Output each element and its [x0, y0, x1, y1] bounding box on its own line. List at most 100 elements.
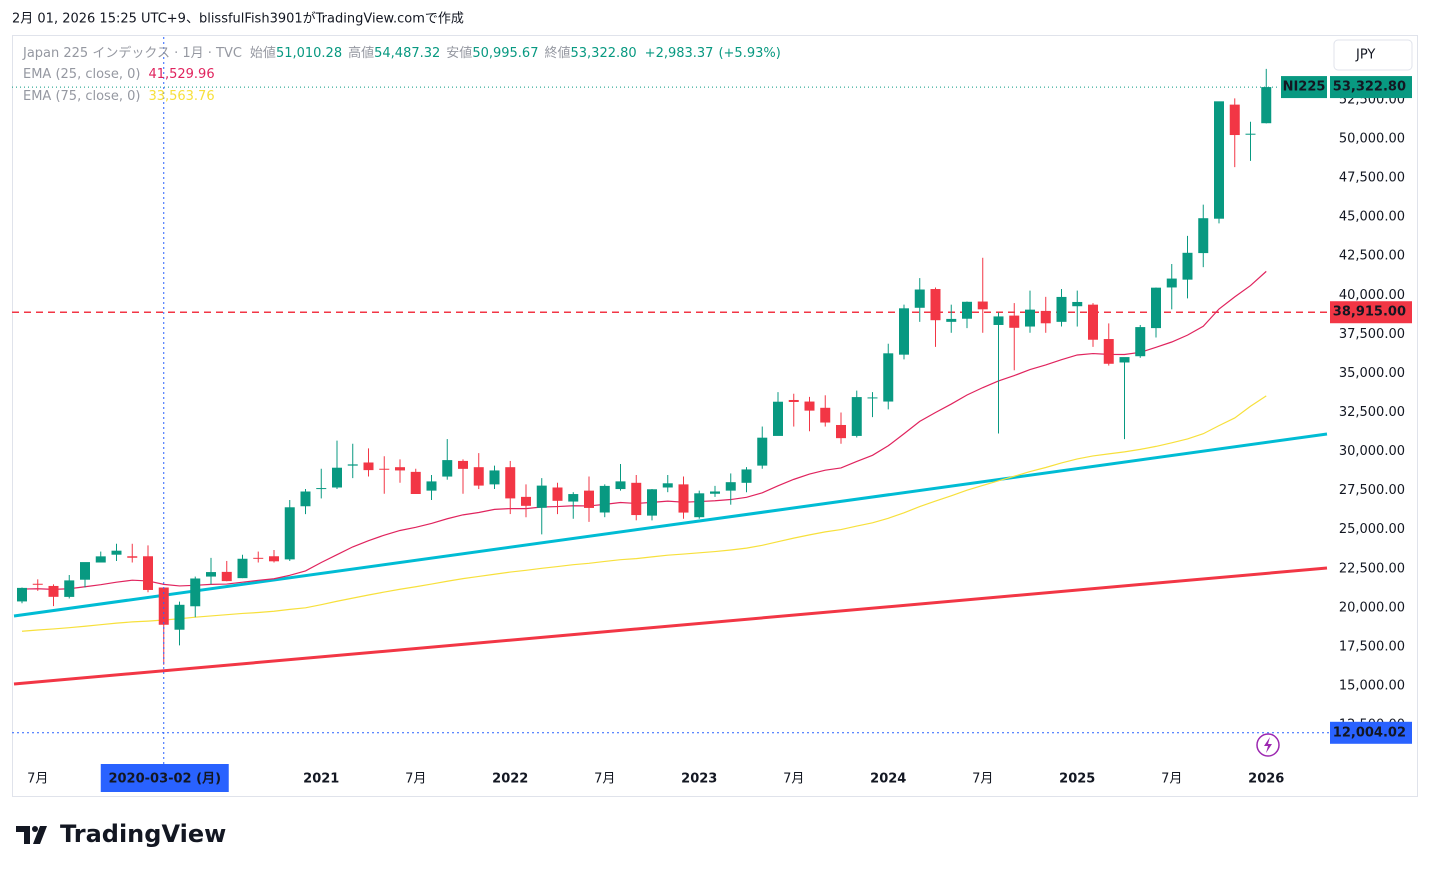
x-tick-label: 2026: [1248, 772, 1284, 787]
y-tick-label: 22,500.00: [1339, 561, 1405, 576]
x-tick-label: 2024: [870, 772, 906, 787]
candle-body: [32, 583, 43, 585]
candle-body: [48, 585, 59, 597]
ema-name: EMA (75, close, 0): [23, 89, 140, 104]
candle-body: [300, 491, 311, 507]
candle-body: [914, 289, 925, 308]
change-value: +2,983.37: [645, 46, 714, 61]
chart-frame: [12, 35, 1418, 797]
ohlc-value: 50,995.67: [472, 46, 538, 61]
candle-body: [1229, 104, 1240, 136]
last-price-label: 53,322.80: [1333, 80, 1406, 95]
candle-body: [899, 308, 909, 355]
ohlc-value: 51,010.28: [276, 46, 342, 61]
candle-body: [946, 318, 957, 322]
ema-name: EMA (25, close, 0): [23, 67, 140, 82]
candle-body: [1072, 301, 1083, 307]
candle-body: [741, 469, 752, 483]
candle-body: [1009, 315, 1020, 328]
candle-body: [111, 550, 122, 555]
y-tick-label: 15,000.00: [1339, 678, 1405, 693]
ema-line: [21, 395, 1267, 632]
candle-body: [363, 462, 374, 471]
candle-body: [536, 485, 547, 508]
x-tick-label: 2022: [492, 772, 528, 787]
legend-ema: EMA (25, close, 0) 41,529.96: [23, 67, 215, 82]
candle-body: [426, 481, 437, 491]
y-tick-label: 25,000.00: [1339, 522, 1405, 537]
candle-body: [1261, 87, 1272, 124]
x-tick-label: 7月: [783, 772, 804, 787]
candle-body: [410, 471, 421, 495]
candle-body: [788, 399, 799, 402]
candle-body: [883, 353, 894, 402]
candle-body: [347, 464, 358, 466]
plot-area: [12, 68, 1330, 686]
candle-body: [631, 482, 642, 516]
logo-mark: [16, 826, 47, 844]
x-tick-label: 2021: [303, 772, 339, 787]
candle-body: [1119, 357, 1130, 363]
candle-body: [489, 470, 500, 485]
candle-body: [1056, 296, 1067, 322]
candle-body: [190, 578, 201, 607]
ohlc-label: 終値: [544, 45, 570, 61]
x-tick-label: 7月: [27, 772, 48, 787]
candle-body: [615, 481, 626, 490]
candle-body: [221, 571, 232, 582]
candle-body: [284, 507, 295, 560]
ema-value: 41,529.96: [148, 67, 214, 82]
candle-body: [599, 485, 610, 513]
candle-body: [206, 572, 216, 577]
candle-body: [820, 407, 831, 423]
candle-body: [1198, 218, 1209, 254]
ema-line: [21, 270, 1267, 590]
y-tick-label: 47,500.00: [1339, 171, 1405, 186]
ohlc-label: 安値: [446, 45, 472, 61]
y-tick-label: 40,000.00: [1339, 288, 1405, 303]
candle-body: [757, 437, 768, 466]
candle-body: [962, 301, 972, 319]
candle-body: [458, 460, 468, 469]
y-tick-label: 20,000.00: [1339, 600, 1405, 615]
y-tick-label: 27,500.00: [1339, 483, 1405, 498]
candle-body: [1135, 327, 1146, 357]
candle-body: [1214, 101, 1224, 219]
x-tick-label: 7月: [594, 772, 615, 787]
y-tick-label: 45,000.00: [1339, 210, 1405, 225]
ema-value: 33,563.76: [148, 89, 214, 104]
candle-body: [1245, 133, 1256, 135]
candle-body: [395, 467, 405, 471]
x-tick-label: 7月: [1161, 772, 1182, 787]
candle-body: [237, 558, 248, 579]
logo-dot: [32, 826, 38, 832]
symbol-label: NI225: [1283, 80, 1326, 95]
candle-body: [867, 397, 878, 399]
y-tick-label: 30,000.00: [1339, 444, 1405, 459]
alert-icon-bolt: [1264, 737, 1272, 753]
ohlc-label: 始値: [250, 45, 276, 61]
x-tick-label: 7月: [972, 772, 993, 787]
candle-body: [977, 301, 988, 310]
candle-body: [1166, 278, 1177, 288]
legend-ema: EMA (75, close, 0) 33,563.76: [23, 89, 215, 104]
candle-body: [1151, 287, 1161, 329]
hline-label: 38,915.00: [1333, 305, 1406, 320]
candle-body: [253, 557, 264, 559]
candle-body: [678, 484, 689, 513]
candle-body: [174, 604, 185, 630]
ohlc-value: 54,487.32: [374, 46, 440, 61]
candle-body: [505, 467, 516, 499]
currency-button[interactable]: [1333, 39, 1413, 71]
candle-body: [473, 467, 484, 486]
candle-body: [836, 424, 846, 439]
candle-body: [710, 491, 720, 494]
hline-badge: [1330, 301, 1412, 324]
y-tick-label: 42,500.00: [1339, 249, 1405, 264]
candle-body: [930, 289, 941, 321]
trend-line: [13, 566, 1328, 686]
trend-line: [13, 432, 1328, 618]
candle-body: [1040, 310, 1051, 324]
candle-body: [773, 401, 783, 436]
